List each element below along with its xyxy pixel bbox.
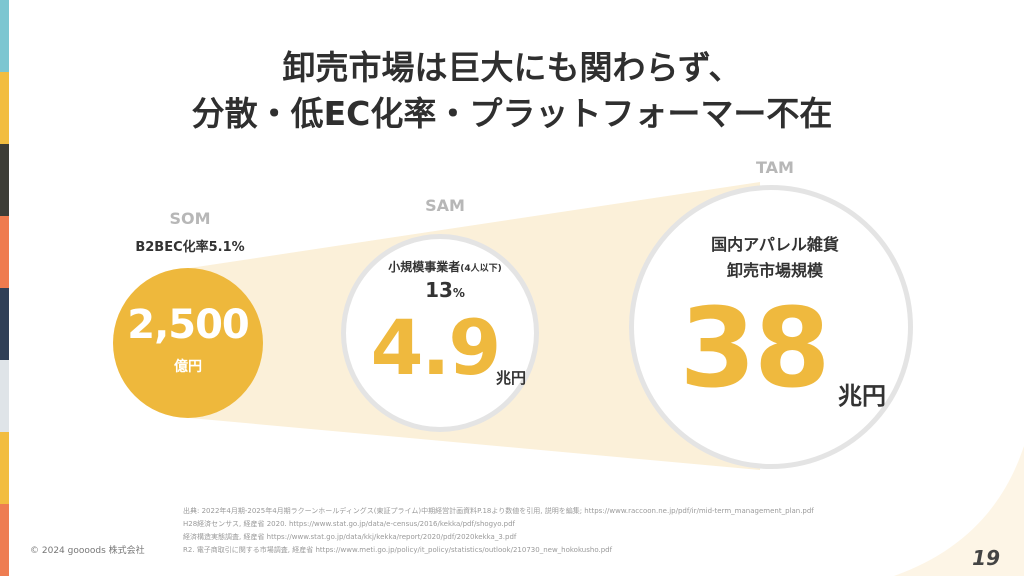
source-note: R2. 電子商取引に関する市場調査, 経産省 https://www.meti.…: [183, 546, 613, 554]
sam-percent: 13%: [400, 278, 490, 302]
page-title-line-2: 分散・低EC化率・プラットフォーマー不在: [191, 94, 833, 133]
left-color-stripes: [0, 0, 9, 576]
color-stripe: [0, 144, 9, 216]
sam-circle: [341, 234, 539, 432]
color-stripe: [0, 504, 9, 576]
page-title-line-1: 卸売市場は巨大にも関わらず、: [282, 48, 742, 87]
copyright: © 2024 goooods 株式会社: [30, 546, 145, 556]
corner-decoration: [894, 446, 1024, 576]
color-stripe: [0, 432, 9, 504]
source-note: 経済構造実態調査, 経産省 https://www.stat.go.jp/dat…: [183, 533, 517, 541]
color-stripe: [0, 216, 9, 288]
color-stripe: [0, 0, 9, 72]
source-note: 出典: 2022年4月期-2025年4月期ラクーンホールディングス(東証プライム…: [183, 507, 814, 515]
tam-caption-line-2: 卸売市場規模: [726, 261, 823, 280]
som-label: SOM: [169, 209, 211, 228]
sam-percent-value: 13: [425, 278, 453, 302]
page-number: 19: [972, 546, 1000, 570]
color-stripe: [0, 360, 9, 432]
som-caption: B2BEC化率5.1%: [135, 240, 245, 255]
sam-caption-main: 小規模事業者: [388, 260, 461, 274]
tam-unit: 兆円: [838, 382, 886, 410]
som-unit: 億円: [174, 359, 202, 375]
tam-caption-line-1: 国内アパレル雑貨: [711, 235, 839, 254]
sam-unit: 兆円: [496, 369, 527, 387]
sam-caption: 小規模事業者(4人以下): [360, 258, 530, 275]
sam-label: SAM: [425, 196, 465, 215]
som-circle: [113, 268, 263, 418]
tam-circle: [629, 185, 913, 469]
source-note: H28経済センサス, 経産省 2020. https://www.stat.go…: [183, 520, 515, 528]
tam-caption: 国内アパレル雑貨 卸売市場規模: [650, 232, 900, 284]
sam-percent-sign: %: [452, 286, 465, 300]
sam-caption-small: (4人以下): [460, 264, 502, 274]
color-stripe: [0, 72, 9, 144]
source-notes: 出典: 2022年4月期-2025年4月期ラクーンホールディングス(東証プライム…: [183, 505, 814, 557]
som-value: 2,500: [127, 302, 250, 348]
color-stripe: [0, 288, 9, 360]
tam-value: 38: [679, 284, 830, 412]
sam-value: 4.9: [370, 303, 502, 392]
tam-label: TAM: [756, 158, 794, 177]
